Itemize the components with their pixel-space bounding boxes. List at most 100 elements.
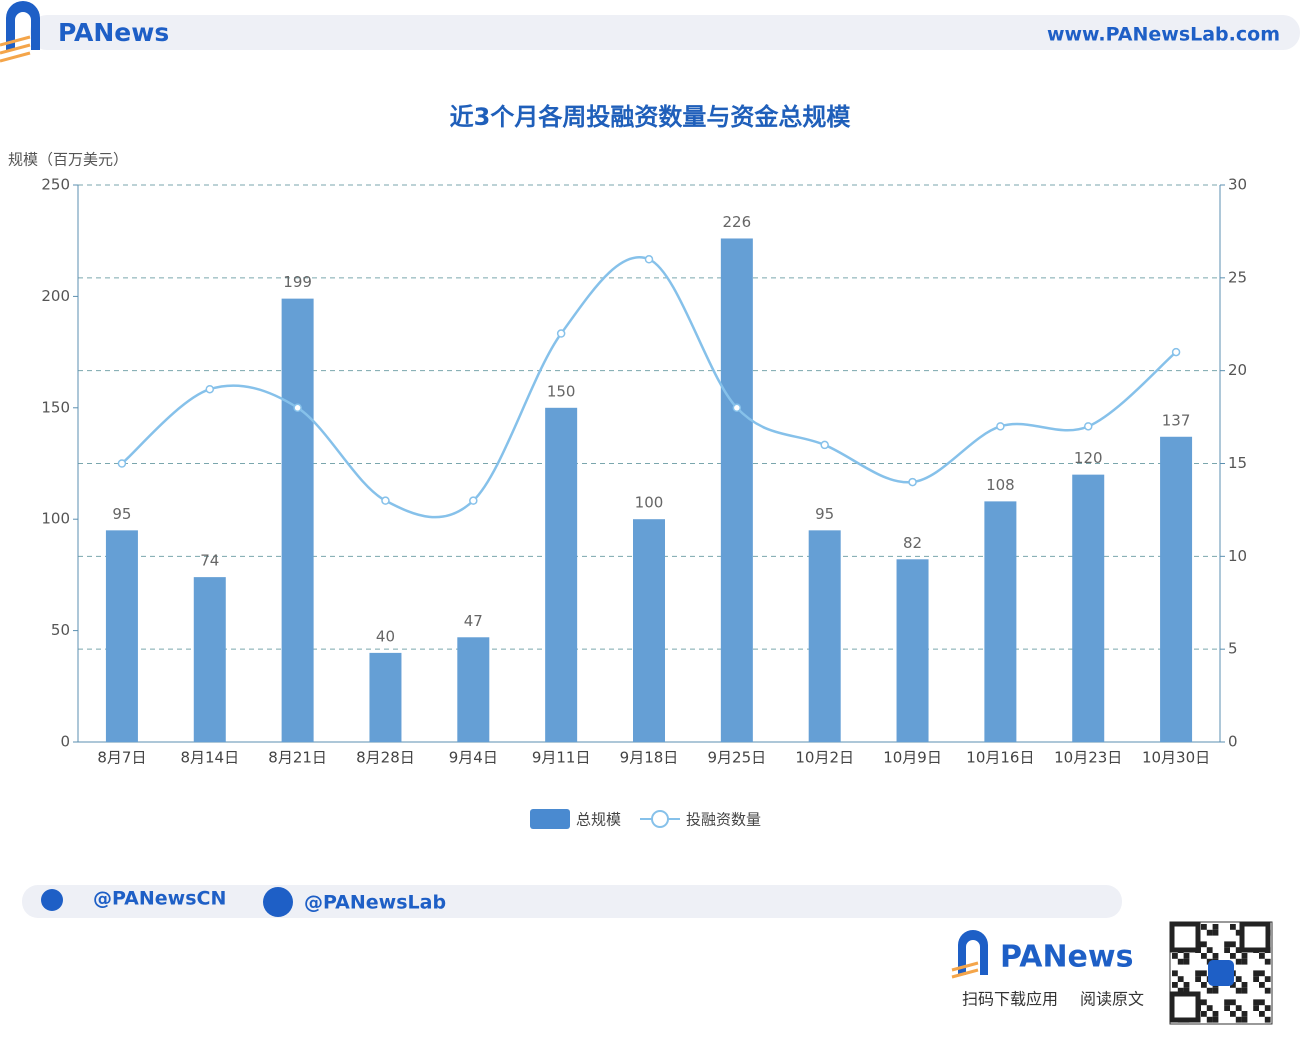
x-tick-label: 10月23日 (1054, 749, 1122, 767)
qr-cell (1264, 976, 1271, 982)
qr-cell (1241, 958, 1248, 965)
x-tick-label: 10月30日 (1142, 749, 1210, 767)
qr-cell (1264, 1016, 1271, 1023)
y-tick-label: 150 (41, 398, 70, 416)
value-label: 40 (376, 627, 395, 645)
x-tick-label: 9月25日 (708, 749, 767, 767)
qr-cell (1230, 924, 1236, 930)
qr-cell (1224, 941, 1230, 948)
legend-label: 总规模 (576, 811, 621, 829)
qr-cell (1230, 941, 1236, 948)
twitter-icon (41, 889, 63, 911)
bar (105, 530, 138, 742)
y-axis-title: 规模（百万美元） (8, 151, 128, 169)
qr-cell (1183, 958, 1190, 965)
x-tick-label: 10月16日 (966, 749, 1034, 767)
qr-cell (1177, 976, 1184, 982)
bar (545, 407, 578, 742)
y2-tick-label: 0 (1228, 733, 1238, 751)
qr-cell (1264, 958, 1271, 965)
qr-cell (1201, 924, 1207, 930)
qr-cell (1206, 1005, 1213, 1011)
qr-cell (1235, 1005, 1242, 1011)
y2-tick-label: 20 (1228, 361, 1247, 379)
value-label: 137 (1162, 411, 1191, 429)
facebook-icon (263, 887, 293, 917)
qr-cell (1259, 999, 1265, 1006)
line-point (381, 496, 390, 505)
y2-tick-label: 5 (1228, 640, 1238, 658)
value-label: 82 (903, 534, 922, 552)
qr-cell (1201, 999, 1207, 1006)
line-point (644, 255, 654, 264)
qr-cell (1253, 1005, 1259, 1011)
x-tick-label: 8月21日 (268, 749, 327, 767)
qr-cell (1201, 953, 1207, 959)
line-point (1171, 347, 1181, 357)
y-tick-label: 200 (41, 287, 70, 305)
x-tick-label: 8月14日 (180, 749, 239, 767)
value-label: 150 (547, 382, 576, 400)
x-tick-label: 9月18日 (620, 749, 679, 767)
y2-tick-label: 15 (1228, 454, 1247, 472)
qr-code (1169, 921, 1273, 1025)
qr-cell (1253, 999, 1259, 1006)
footer-brand: PANews (1000, 940, 1133, 975)
qr-cell (1241, 953, 1248, 959)
qr-cell (1206, 947, 1213, 953)
qr-cell (1177, 958, 1184, 965)
x-tick-label: 9月11日 (532, 749, 591, 767)
header-url: www.PANewsLab.com (1047, 24, 1280, 46)
line-point (908, 477, 917, 487)
line-point (556, 329, 566, 338)
qr-cell (1206, 1016, 1213, 1023)
qr-cell (1235, 976, 1242, 982)
footer-logo-icon (951, 930, 988, 979)
header-bar (30, 15, 1300, 50)
qr-cell (1172, 982, 1178, 988)
qr-cell (1235, 929, 1242, 936)
qr-cell (1201, 970, 1207, 977)
qr-cell (1224, 1005, 1230, 1011)
qr-cell (1212, 953, 1219, 959)
qr-cell (1183, 953, 1190, 959)
qr-cell (1235, 987, 1242, 994)
value-label: 199 (283, 273, 312, 291)
logo-icon (0, 1, 40, 63)
value-label: 108 (986, 476, 1015, 494)
qr-finder (1169, 991, 1201, 1023)
qr-cell (1177, 987, 1184, 994)
value-label: 100 (635, 494, 664, 512)
qr-cell (1235, 947, 1242, 953)
qr-cell (1264, 987, 1271, 994)
qr-cell (1206, 929, 1213, 936)
qr-cell (1230, 953, 1236, 959)
chart-title: 近3个月各周投融资数量与资金总规模 (450, 103, 852, 131)
qr-cell (1241, 987, 1248, 994)
bar (369, 652, 402, 742)
bar (633, 519, 665, 742)
qr-cell (1201, 982, 1207, 988)
line (121, 256, 1177, 519)
qr-finder (1169, 921, 1201, 953)
value-label: 120 (1074, 449, 1103, 467)
y-tick-label: 0 (60, 733, 70, 751)
qr-cell (1235, 1016, 1242, 1023)
qr-cell (1235, 958, 1242, 965)
line-point (205, 384, 215, 394)
qr-cell (1212, 1016, 1219, 1023)
value-label: 95 (815, 505, 834, 523)
header-logo: PANews (58, 18, 169, 47)
value-label: 47 (464, 612, 483, 630)
line-point (732, 403, 742, 413)
x-tick-label: 10月9日 (883, 749, 942, 767)
footer-facebook: @PANewsLab (304, 892, 446, 914)
qr-cell (1241, 982, 1248, 988)
bar (281, 298, 314, 742)
qr-cell (1201, 941, 1207, 948)
qr-cell (1224, 947, 1230, 953)
bar (1160, 436, 1193, 742)
qr-cell (1241, 1011, 1248, 1017)
